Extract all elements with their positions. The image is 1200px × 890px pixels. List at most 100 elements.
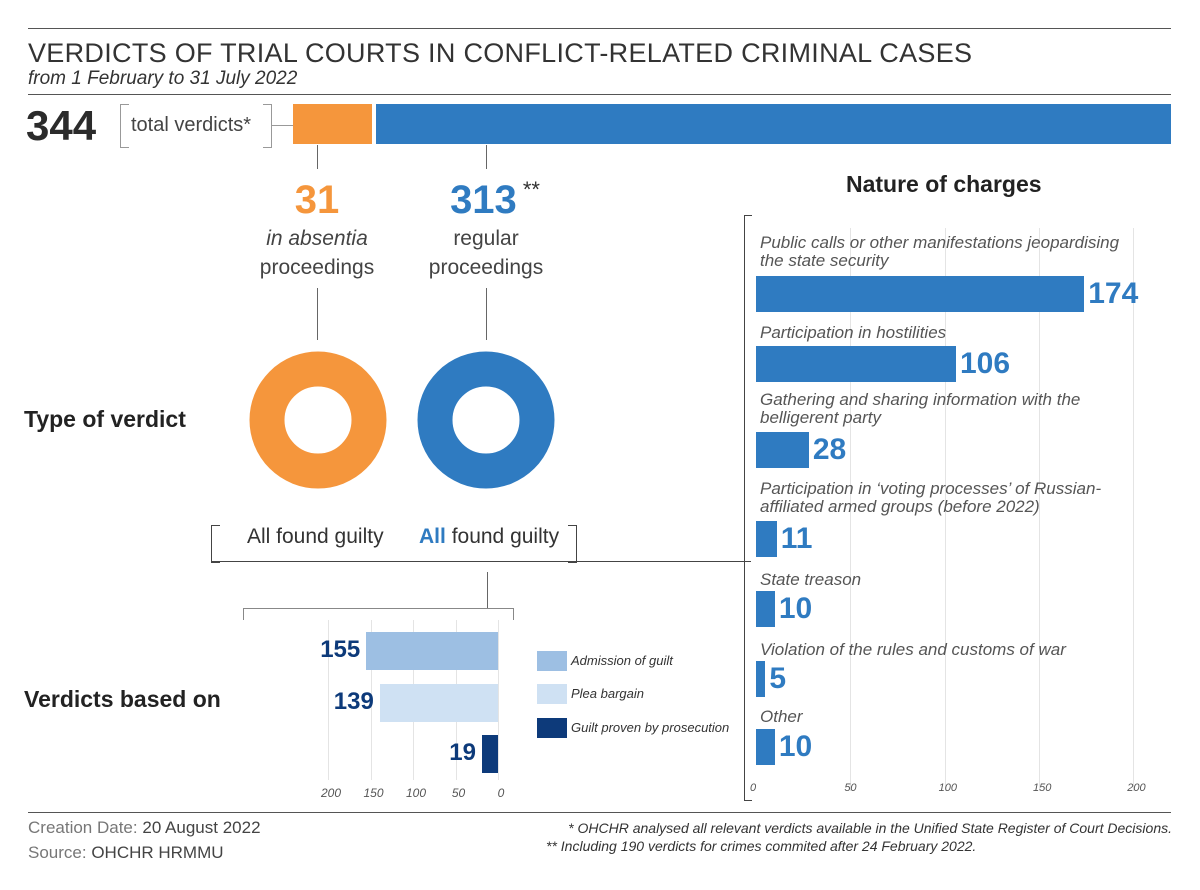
charge-value-label: 28 xyxy=(812,433,847,466)
regular-caption: regular proceedings xyxy=(386,224,586,282)
charges-gridline xyxy=(944,228,946,791)
creation-date: Creation Date: 20 August 2022 xyxy=(28,818,261,838)
basis-bracket-top xyxy=(243,608,513,609)
basis-bar xyxy=(482,735,498,773)
charge-bar xyxy=(756,432,809,468)
charges-axis-cap-top xyxy=(744,215,752,216)
charges-gridline xyxy=(1038,228,1040,791)
absentia-donut-ring xyxy=(249,351,387,489)
charge-bar xyxy=(756,276,1085,312)
absentia-caption-line2: proceedings xyxy=(259,256,375,279)
total-connector xyxy=(271,125,293,126)
total-bracket-right xyxy=(263,104,272,148)
regular-segment xyxy=(375,104,1171,144)
charge-category-label: Participation in hostilities xyxy=(760,323,947,342)
charge-bar xyxy=(756,729,775,765)
basis-bracket-right xyxy=(513,608,514,620)
basis-connector xyxy=(487,572,488,608)
guilty-bracket-left xyxy=(211,525,220,563)
charge-category-label: Other xyxy=(760,707,803,726)
absentia-caption: in absentia proceedings xyxy=(217,224,417,282)
type-of-verdict-label: Type of verdict xyxy=(24,406,186,432)
total-verdicts-label: total verdicts* xyxy=(131,114,252,136)
total-verdicts-value: 344 xyxy=(26,102,97,149)
regular-caption-line1: regular xyxy=(453,227,519,250)
charge-category-label: Violation of the rules and customs of wa… xyxy=(760,640,1066,659)
charges-connector xyxy=(211,561,751,562)
basis-tick-label: 150 xyxy=(363,786,384,800)
charge-category-label: Gathering and sharing information with t… xyxy=(760,390,1081,427)
regular-value: 313 xyxy=(450,178,517,222)
charge-value-label: 10 xyxy=(778,730,813,763)
charge-category-label: Participation in ‘voting processes’ of R… xyxy=(760,479,1102,516)
charge-category-label: Public calls or other manifestations jeo… xyxy=(760,233,1120,270)
charge-bar xyxy=(756,661,766,697)
source: Source: OHCHR HRMMU xyxy=(28,843,224,863)
legend-swatch xyxy=(537,651,567,671)
creation-value: 20 August 2022 xyxy=(142,818,261,837)
charges-tick-label: 200 xyxy=(1127,782,1146,794)
source-value: OHCHR HRMMU xyxy=(91,843,224,862)
top-rule xyxy=(28,28,1171,29)
basis-value-label: 139 xyxy=(333,688,374,715)
charges-title: Nature of charges xyxy=(846,171,1042,197)
footer-rule xyxy=(28,812,1171,813)
regular-caption-line2: proceedings xyxy=(428,256,544,279)
page-subtitle: from 1 February to 31 July 2022 xyxy=(28,68,298,89)
absentia-connector-top xyxy=(317,145,318,169)
charge-bar xyxy=(756,346,956,382)
regular-donut xyxy=(417,351,555,489)
charge-value-label: 5 xyxy=(769,662,787,695)
footnote-1: * OHCHR analysed all relevant verdicts a… xyxy=(568,820,1172,836)
absentia-segment xyxy=(293,104,372,144)
regular-footnote-mark: ** xyxy=(522,177,540,202)
basis-tick-label: 50 xyxy=(451,786,466,800)
legend-label: Plea bargain xyxy=(571,686,644,701)
charges-gridline xyxy=(1133,228,1135,791)
charge-bar xyxy=(756,521,777,557)
page-title: VERDICTS OF TRIAL COURTS IN CONFLICT-REL… xyxy=(28,38,973,68)
charge-value-label: 10 xyxy=(778,592,813,625)
legend-label: Guilt proven by prosecution xyxy=(571,720,730,735)
basis-tick-label: 100 xyxy=(405,786,427,800)
charges-axis-cap-bottom xyxy=(744,800,752,801)
regular-connector-mid xyxy=(486,288,487,340)
regular-donut-ring xyxy=(417,351,555,489)
absentia-connector-mid xyxy=(317,288,318,340)
basis-value-label: 19 xyxy=(449,739,476,766)
guilty-bracket-right xyxy=(568,525,577,563)
charge-bar xyxy=(756,591,775,627)
title-rule xyxy=(28,94,1171,95)
charges-gridline xyxy=(850,228,852,791)
creation-label: Creation Date: xyxy=(28,818,138,837)
legend-swatch xyxy=(537,718,567,738)
basis-bar xyxy=(366,632,498,670)
source-label: Source: xyxy=(28,843,87,862)
legend-label: Admission of guilt xyxy=(571,653,673,668)
footnote-2: ** Including 190 verdicts for crimes com… xyxy=(546,838,977,854)
charge-category-label: State treason xyxy=(760,570,862,589)
charge-value-label: 174 xyxy=(1088,277,1139,310)
regular-guilty-text: All found guilty xyxy=(419,525,559,549)
charge-value-label: 106 xyxy=(959,347,1011,380)
basis-gridline xyxy=(328,620,329,780)
basis-tick-label: 200 xyxy=(320,786,342,800)
total-bracket-left xyxy=(120,104,129,148)
basis-gridline xyxy=(370,620,372,780)
absentia-guilty-text: All found guilty xyxy=(247,525,384,548)
charges-tick-label: 150 xyxy=(1032,782,1052,794)
charges-tick-label: 0 xyxy=(750,782,757,794)
regular-guilty-rest: found guilty xyxy=(451,525,560,548)
basis-gridline xyxy=(498,620,499,780)
absentia-caption-line1: in absentia xyxy=(266,227,368,250)
regular-guilty-emphasis: All xyxy=(419,525,446,548)
charges-tick-label: 50 xyxy=(844,782,857,794)
basis-value-label: 155 xyxy=(320,636,361,663)
basis-bracket-left xyxy=(243,608,244,620)
absentia-donut xyxy=(249,351,387,489)
charge-value-label: 11 xyxy=(780,522,813,555)
basis-tick-label: 0 xyxy=(497,786,505,800)
regular-connector-top xyxy=(486,145,487,169)
absentia-value: 31 xyxy=(294,178,340,222)
basis-bar xyxy=(379,684,498,722)
